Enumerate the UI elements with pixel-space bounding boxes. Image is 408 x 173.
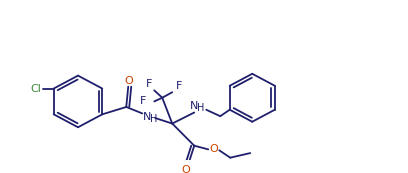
Text: N: N [143, 112, 151, 122]
Text: F: F [176, 81, 182, 91]
Text: O: O [182, 165, 191, 173]
Text: O: O [125, 76, 134, 86]
Text: F: F [146, 79, 153, 89]
Text: H: H [150, 114, 157, 124]
Text: F: F [140, 96, 146, 106]
Text: H: H [197, 103, 204, 113]
Text: N: N [190, 101, 198, 111]
Text: Cl: Cl [30, 84, 41, 94]
Text: O: O [210, 144, 219, 154]
